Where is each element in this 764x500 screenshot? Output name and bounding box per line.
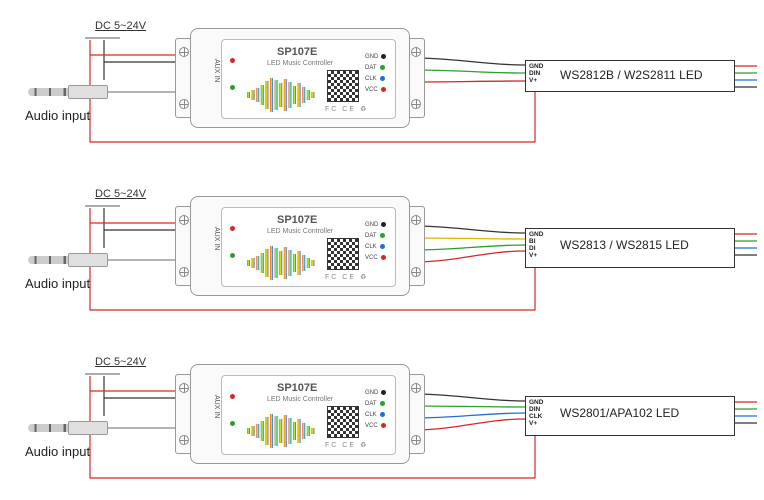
pin-labels: GNDDATCLKVCC: [365, 388, 386, 432]
audio-jack: [28, 418, 108, 438]
controller-model: SP107E: [277, 382, 317, 394]
dc-power-label: DC 5~24V: [95, 188, 146, 200]
status-led-1: [230, 58, 235, 63]
waveform-icon: [247, 75, 317, 120]
audio-input-label: Audio input: [25, 276, 90, 291]
controller-module: AUX IN SP107E LED Music Controller GNDDA…: [175, 196, 425, 296]
controller-subtitle: LED Music Controller: [267, 396, 333, 403]
qr-code: [327, 70, 359, 102]
aux-in-label: AUX IN: [210, 59, 220, 82]
waveform-icon: [247, 411, 317, 456]
aux-in-label: AUX IN: [210, 395, 220, 418]
status-led-2: [230, 85, 235, 90]
led-type-label: WS2813 / WS2815 LED: [560, 238, 689, 252]
status-led-1: [230, 394, 235, 399]
cert-icons: FC CE ♻: [325, 273, 368, 281]
dc-power-label: DC 5~24V: [95, 20, 146, 32]
qr-code: [327, 406, 359, 438]
strip-pin-labels: GNDDINV+: [529, 63, 543, 84]
led-type-label: WS2812B / W2S2811 LED: [560, 68, 703, 82]
audio-jack: [28, 82, 108, 102]
led-type-label: WS2801/APA102 LED: [560, 406, 679, 420]
qr-code: [327, 238, 359, 270]
pin-labels: GNDDATCLKVCC: [365, 220, 386, 264]
controller-subtitle: LED Music Controller: [267, 228, 333, 235]
cert-icons: FC CE ♻: [325, 105, 368, 113]
strip-pin-labels: GNDDINCLKV+: [529, 399, 543, 427]
pin-labels: GNDDATCLKVCC: [365, 52, 386, 96]
status-led-1: [230, 226, 235, 231]
cert-icons: FC CE ♻: [325, 441, 368, 449]
controller-subtitle: LED Music Controller: [267, 60, 333, 67]
strip-pin-labels: GNDBIDIV+: [529, 231, 543, 259]
dc-power-label: DC 5~24V: [95, 356, 146, 368]
audio-input-label: Audio input: [25, 444, 90, 459]
status-led-2: [230, 421, 235, 426]
audio-jack: [28, 250, 108, 270]
controller-module: AUX IN SP107E LED Music Controller GNDDA…: [175, 364, 425, 464]
aux-in-label: AUX IN: [210, 227, 220, 250]
waveform-icon: [247, 243, 317, 288]
controller-model: SP107E: [277, 214, 317, 226]
status-led-2: [230, 253, 235, 258]
controller-model: SP107E: [277, 46, 317, 58]
audio-input-label: Audio input: [25, 108, 90, 123]
controller-module: AUX IN SP107E LED Music Controller GNDDA…: [175, 28, 425, 128]
